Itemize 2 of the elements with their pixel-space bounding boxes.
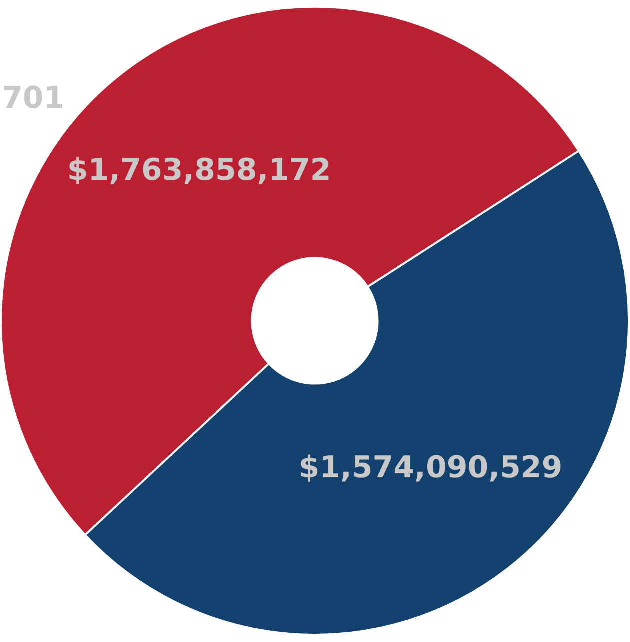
- data-label: $1,574,090,529: [298, 450, 563, 486]
- data-label: $1,763,858,172: [67, 153, 332, 188]
